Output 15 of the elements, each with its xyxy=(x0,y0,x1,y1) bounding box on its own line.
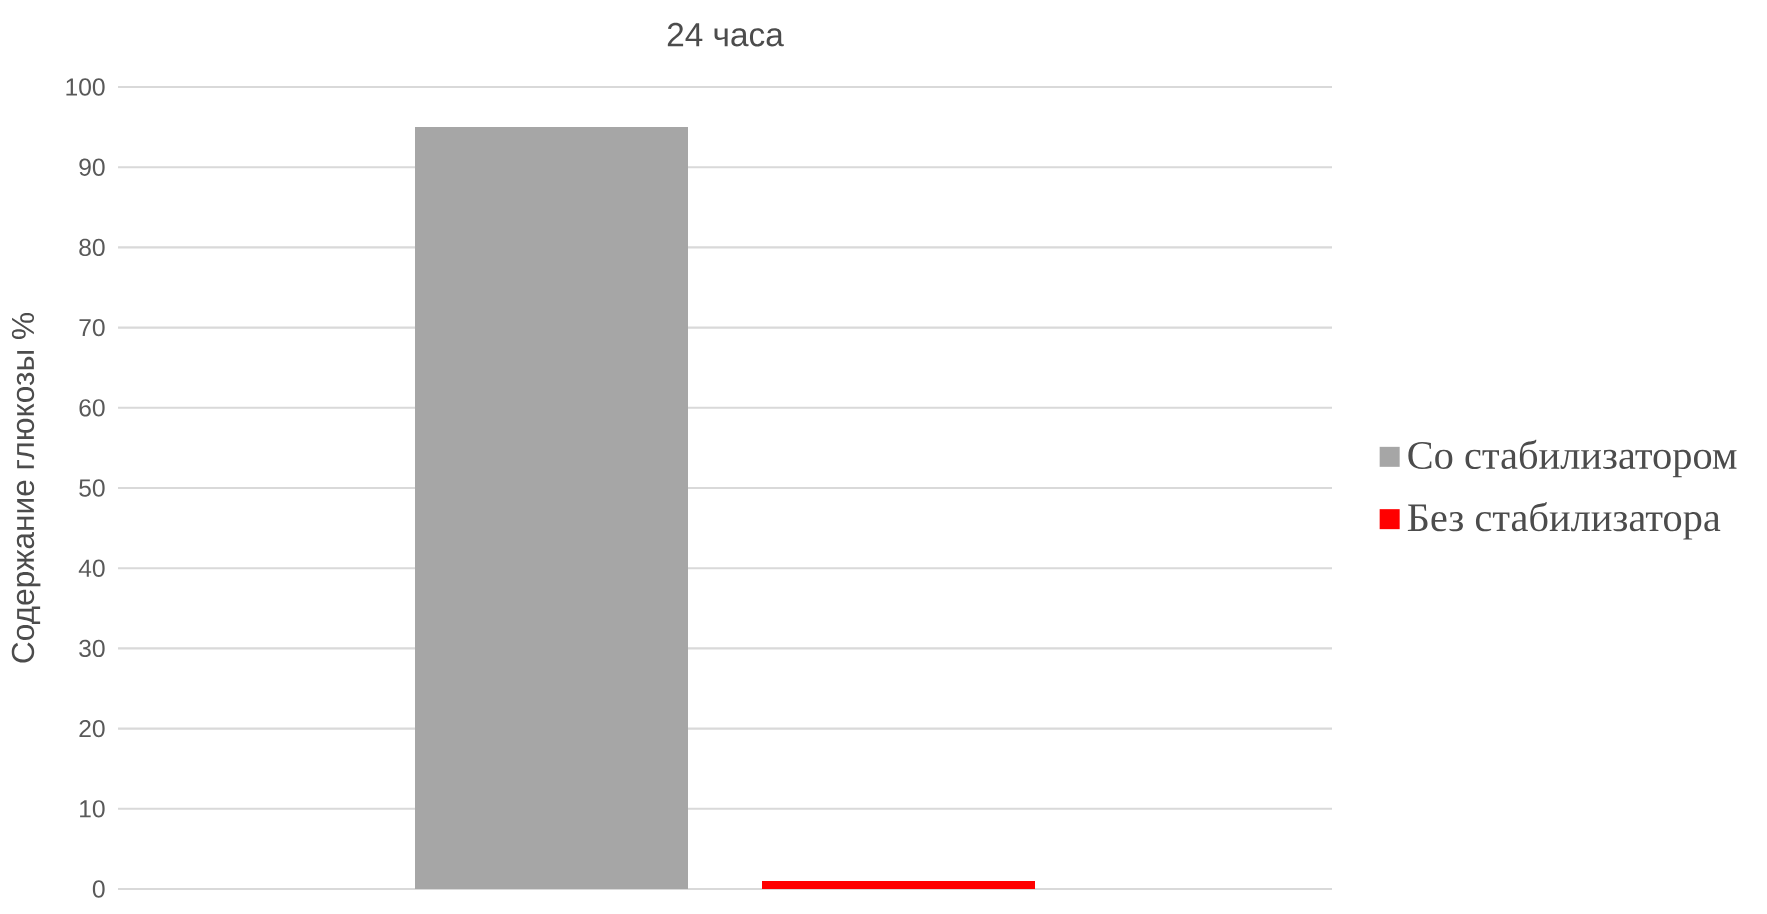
y-tick-label: 70 xyxy=(79,318,105,337)
y-tick-label: 30 xyxy=(79,639,105,658)
y-tick-label: 90 xyxy=(79,158,105,176)
y-tick-label: 60 xyxy=(79,399,105,417)
y-tick-label: 20 xyxy=(79,719,105,738)
y-tick-label: 10 xyxy=(80,800,105,818)
y-tick-label: 40 xyxy=(78,559,105,577)
y-tick-label: 80 xyxy=(79,238,105,257)
y-tick-label: 50 xyxy=(79,479,105,497)
y-tick-label: 100 xyxy=(66,78,105,96)
legend-label: Со стабилизатором xyxy=(1408,439,1737,478)
legend-label: Без стабилизатора xyxy=(1407,502,1721,540)
chart-title: 24 часа xyxy=(667,22,784,47)
y-tick-label: 0 xyxy=(92,880,105,898)
y-axis-title: Содержание глюкозы % xyxy=(11,313,41,663)
